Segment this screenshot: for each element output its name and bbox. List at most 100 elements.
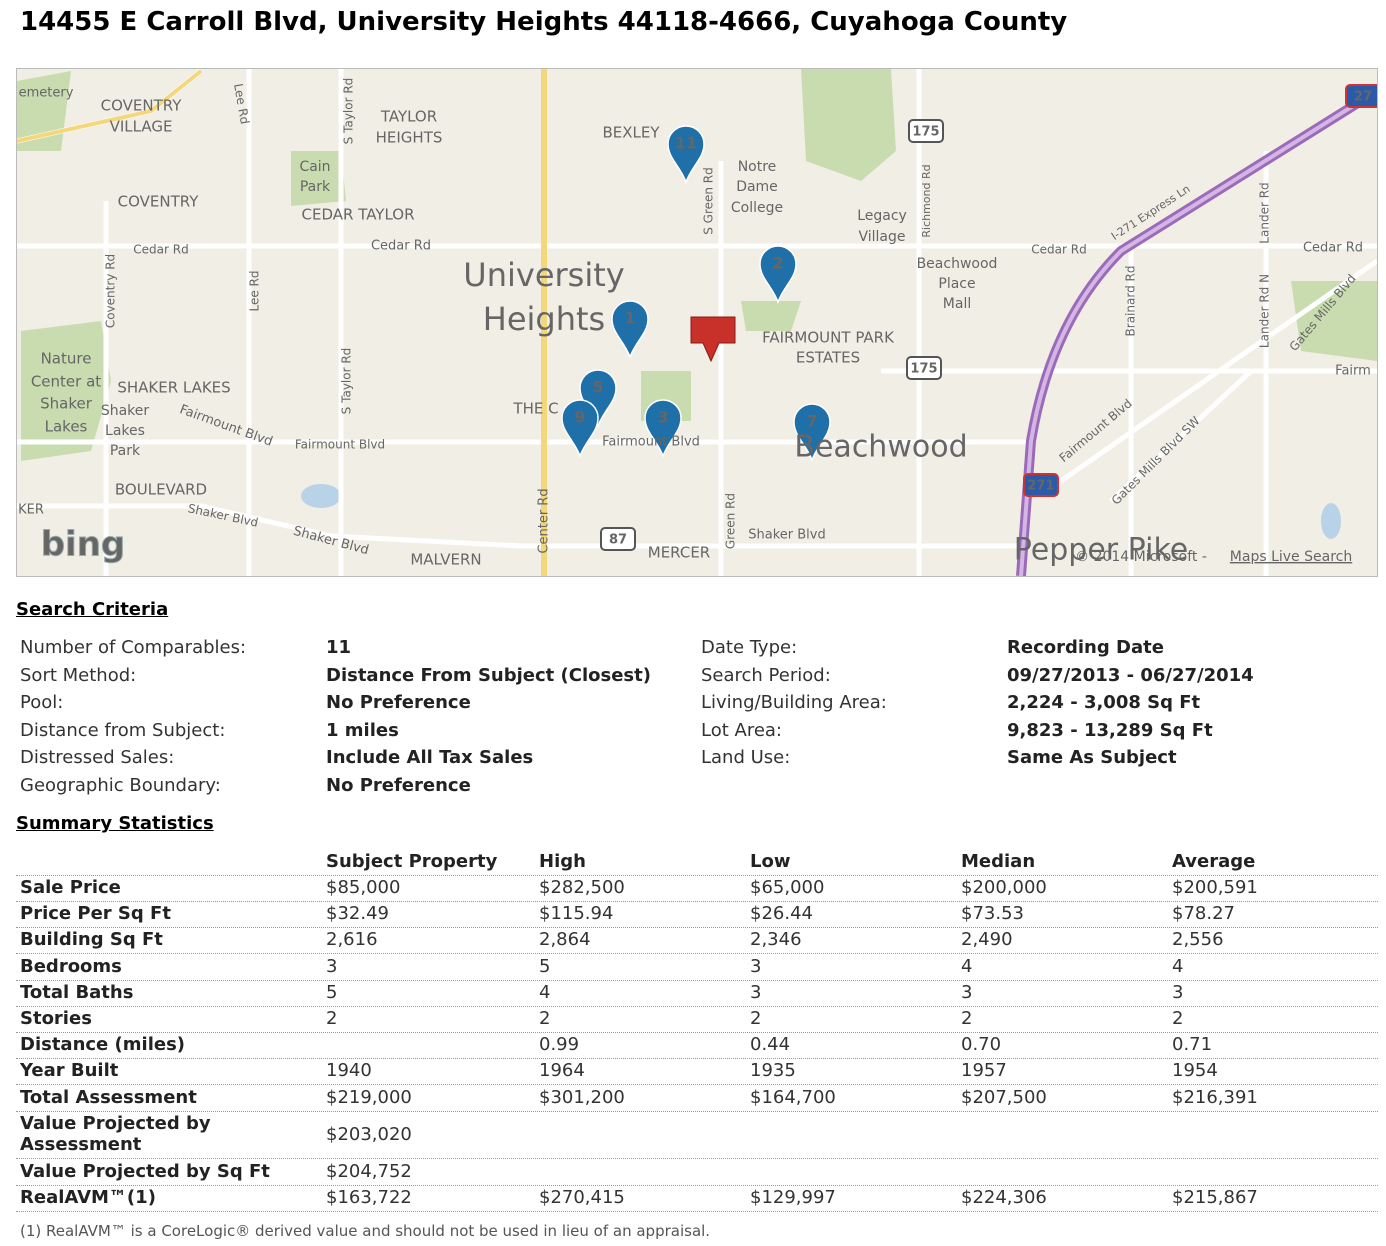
marker-label: 7: [806, 412, 817, 431]
map-label: Fairm: [1335, 364, 1371, 379]
map-label: Cain: [299, 159, 330, 175]
map-label: Coventry Rd: [104, 254, 118, 328]
map-label: Heights: [483, 300, 605, 338]
map-label: Richmond Rd: [920, 164, 933, 237]
table-cell: $26.44: [750, 903, 813, 924]
criteria-label: Land Use:: [701, 747, 791, 768]
map-label: VILLAGE: [110, 118, 173, 136]
table-cell: $65,000: [750, 877, 825, 898]
map-label: Park: [300, 179, 331, 195]
map-label: Beachwood: [794, 430, 967, 465]
subject-marker: [690, 316, 736, 363]
table-cell: $163,722: [326, 1187, 412, 1208]
row-label: Bedrooms: [20, 956, 122, 977]
criteria-label: Sort Method:: [20, 665, 137, 686]
row-label: Year Built: [20, 1060, 119, 1081]
table-cell: $164,700: [750, 1087, 836, 1108]
table-cell: 0.44: [750, 1034, 791, 1055]
table-cell: 2: [750, 1008, 762, 1029]
map-label: Pepper Pike: [1014, 533, 1188, 568]
map-label: BOULEVARD: [115, 481, 207, 499]
map-label: College: [731, 200, 783, 216]
criteria-value: Distance From Subject (Closest): [326, 665, 651, 686]
map-label: Lander Rd N: [1258, 274, 1272, 348]
table-cell: 2,346: [750, 929, 802, 950]
map-label: Cedar Rd: [371, 239, 431, 254]
map-label: Lee Rd: [248, 270, 262, 311]
map-label: Village: [858, 229, 905, 245]
map-label: MERCER: [648, 544, 710, 562]
map-label: Notre: [738, 159, 777, 175]
map-label: FAIRMOUNT PARK: [762, 329, 895, 347]
row-divider: [16, 1158, 1378, 1159]
row-label: Value Projected by Sq Ft: [20, 1161, 270, 1182]
map-label: Mall: [943, 296, 971, 312]
map-label: Fairmount Blvd: [295, 438, 385, 452]
map-label: COVENTRY: [118, 193, 200, 211]
table-cell: $200,591: [1172, 877, 1258, 898]
map-label: HEIGHTS: [376, 129, 443, 147]
row-label: Total Baths: [20, 982, 134, 1003]
criteria-value: No Preference: [326, 775, 471, 796]
table-cell: 1954: [1172, 1060, 1218, 1081]
map-label: Beachwood: [917, 256, 998, 272]
map-link[interactable]: Maps Live Search: [1230, 549, 1352, 565]
row-label: Value Projected by Assessment: [20, 1113, 211, 1155]
major-road: [17, 69, 203, 143]
table-cell: $200,000: [961, 877, 1047, 898]
footnote: (1) RealAVM™ is a CoreLogic® derived val…: [20, 1222, 711, 1240]
table-cell: 2,864: [539, 929, 591, 950]
table-cell: 2: [539, 1008, 551, 1029]
route-shield-label: 87: [609, 533, 627, 548]
criteria-value: Include All Tax Sales: [326, 747, 534, 768]
table-cell: 2: [1172, 1008, 1184, 1029]
criteria-value: 9,823 - 13,289 Sq Ft: [1007, 720, 1213, 741]
map-label: Lakes: [105, 423, 145, 439]
table-cell: $115.94: [539, 903, 614, 924]
criteria-label: Search Period:: [701, 665, 831, 686]
map-label: Shaker: [101, 403, 150, 419]
criteria-label: Lot Area:: [701, 720, 782, 741]
table-cell: $32.49: [326, 903, 389, 924]
table-cell: $216,391: [1172, 1087, 1258, 1108]
marker-label: 11: [675, 134, 697, 153]
criteria-value: Same As Subject: [1007, 747, 1177, 768]
comparable-markers: 11 2 1 59 3 7: [561, 125, 831, 463]
route-shield: [1023, 473, 1059, 497]
marker-pin: [793, 403, 831, 463]
table-cell: 3: [1172, 982, 1184, 1003]
table-cell: $282,500: [539, 877, 625, 898]
criteria-label: Living/Building Area:: [701, 692, 887, 713]
row-divider: [16, 1084, 1378, 1085]
criteria-value: Recording Date: [1007, 637, 1164, 658]
table-cell: 1964: [539, 1060, 585, 1081]
map-label: Cedar Rd: [1303, 241, 1363, 256]
row-divider: [16, 1006, 1378, 1007]
table-cell: 2,556: [1172, 929, 1224, 950]
marker-label: 1: [624, 309, 635, 328]
map-label: THE C: [512, 400, 558, 418]
table-cell: $203,020: [326, 1124, 412, 1145]
table-cell: $219,000: [326, 1087, 412, 1108]
row-divider: [16, 1211, 1378, 1212]
table-cell: 2: [961, 1008, 973, 1029]
row-divider: [16, 875, 1378, 876]
column-header: High: [539, 851, 586, 872]
marker-label: 3: [657, 408, 668, 427]
map-label: Center Rd: [537, 488, 552, 553]
map-label: BEXLEY: [602, 124, 660, 142]
map-label: emetery: [19, 86, 74, 101]
route-shield-label: 27: [1354, 90, 1372, 105]
row-divider: [16, 1111, 1378, 1112]
table-cell: 2,616: [326, 929, 378, 950]
row-label: RealAVM™(1): [20, 1187, 156, 1208]
map-label: SHAKER LAKES: [117, 379, 230, 397]
map-label: University: [463, 256, 624, 294]
route-shield-label: 271: [1027, 479, 1054, 494]
criteria-label: Number of Comparables:: [20, 637, 247, 658]
row-divider: [16, 901, 1378, 902]
table-cell: 5: [539, 956, 551, 977]
page-title: 14455 E Carroll Blvd, University Heights…: [20, 7, 1068, 37]
section-heading: Summary Statistics: [16, 813, 214, 834]
